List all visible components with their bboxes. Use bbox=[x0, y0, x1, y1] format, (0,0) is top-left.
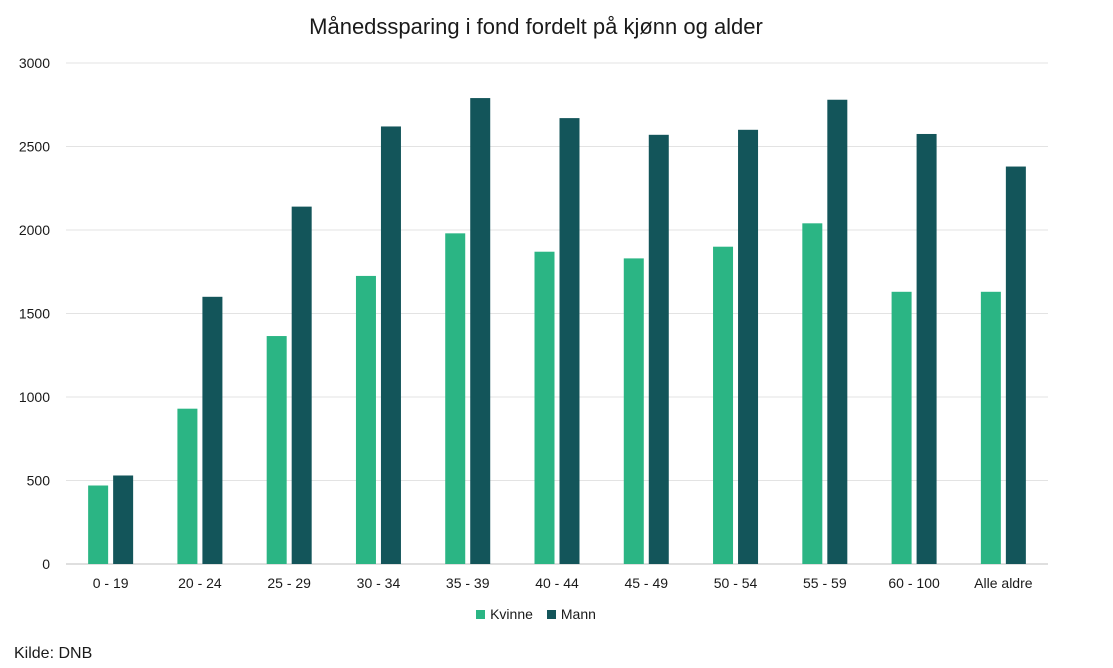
y-tick-label: 1500 bbox=[19, 306, 50, 322]
x-tick-label: 40 - 44 bbox=[535, 575, 579, 591]
gridlines bbox=[66, 62, 1048, 565]
bar-mann bbox=[648, 134, 669, 564]
bar-kvinne bbox=[266, 336, 287, 564]
bar-mann bbox=[202, 296, 223, 564]
bar-kvinne bbox=[980, 291, 1001, 564]
legend-item-kvinne: Kvinne bbox=[476, 606, 533, 622]
y-tick-label: 0 bbox=[42, 556, 50, 572]
y-tick-label: 500 bbox=[27, 473, 51, 489]
chart-title: Månedssparing i fond fordelt på kjønn og… bbox=[309, 14, 763, 39]
legend-swatch-mann bbox=[546, 609, 556, 619]
legend-label-kvinne: Kvinne bbox=[490, 606, 533, 622]
x-tick-label: 25 - 29 bbox=[267, 575, 311, 591]
bar-mann bbox=[827, 99, 848, 565]
y-tick-label: 2000 bbox=[19, 222, 50, 238]
x-tick-label: Alle aldre bbox=[974, 575, 1033, 591]
x-tick-label: 55 - 59 bbox=[803, 575, 847, 591]
x-tick-label: 35 - 39 bbox=[446, 575, 490, 591]
bar-kvinne bbox=[88, 485, 109, 564]
bar-kvinne bbox=[355, 275, 376, 564]
bar-kvinne bbox=[445, 233, 466, 564]
bar-kvinne bbox=[534, 251, 555, 564]
y-tick-label: 2500 bbox=[19, 139, 50, 155]
bar-mann bbox=[916, 133, 937, 564]
bar-kvinne bbox=[802, 223, 823, 564]
bar-kvinne bbox=[177, 408, 198, 564]
bar-mann bbox=[1005, 166, 1026, 565]
legend-item-mann: Mann bbox=[546, 606, 596, 622]
y-axis-ticks: 0 500 1000 1500 2000 2500 3000 bbox=[19, 55, 50, 572]
bars bbox=[88, 98, 1026, 565]
bar-mann bbox=[380, 126, 401, 565]
x-tick-label: 20 - 24 bbox=[178, 575, 222, 591]
bar-kvinne bbox=[891, 291, 912, 564]
x-tick-label: 0 - 19 bbox=[93, 575, 129, 591]
bar-mann bbox=[113, 475, 134, 564]
bar-mann bbox=[738, 129, 759, 565]
bar-kvinne bbox=[623, 258, 644, 564]
source-note: Kilde: DNB bbox=[14, 645, 93, 662]
bar-mann bbox=[559, 118, 580, 565]
x-tick-label: 45 - 49 bbox=[624, 575, 668, 591]
legend-swatch-kvinne bbox=[476, 609, 486, 619]
y-tick-label: 1000 bbox=[19, 389, 50, 405]
legend-label-mann: Mann bbox=[560, 606, 596, 622]
y-tick-label: 3000 bbox=[19, 55, 50, 71]
bar-mann bbox=[470, 98, 491, 564]
x-axis-ticks: 0 - 19 20 - 24 25 - 29 30 - 34 35 - 39 40 - 4… bbox=[93, 575, 1033, 591]
x-tick-label: 60 - 100 bbox=[888, 575, 940, 591]
bar-mann bbox=[291, 206, 312, 564]
legend: Kvinne Mann bbox=[0, 606, 1072, 622]
bar-kvinne bbox=[713, 246, 734, 564]
x-tick-label: 50 - 54 bbox=[714, 575, 758, 591]
x-tick-label: 30 - 34 bbox=[357, 575, 401, 591]
